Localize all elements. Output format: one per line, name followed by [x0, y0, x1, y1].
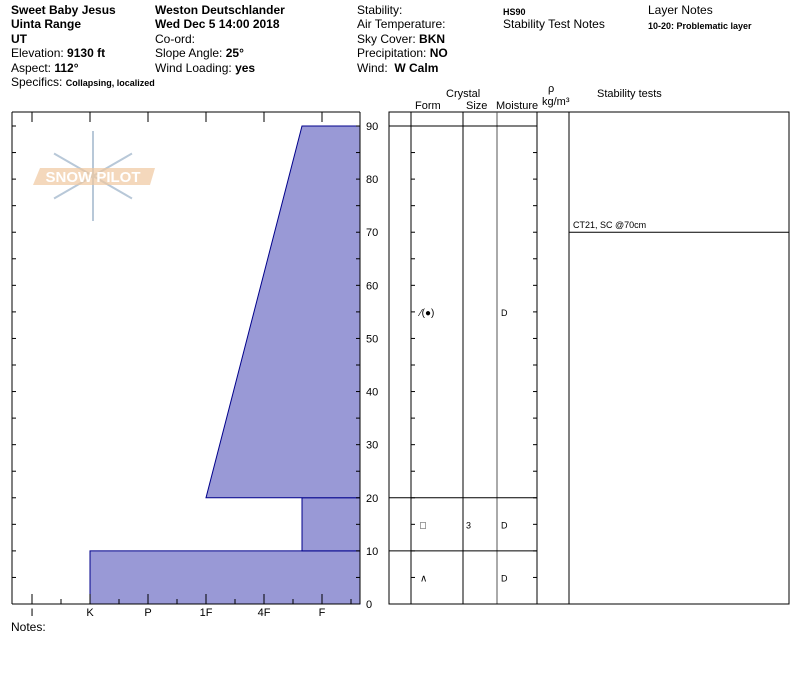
precipitation: Precipitation: NO	[357, 46, 448, 60]
moisture-value: D	[501, 308, 508, 318]
y-tick-label: 10	[366, 546, 378, 558]
logo-banner	[33, 168, 155, 185]
datetime: Wed Dec 5 14:00 2018	[155, 17, 280, 31]
x-tick-label: K	[86, 607, 94, 619]
layer-note: 10-20: Problematic layer	[648, 21, 752, 31]
x-tick-label: 4F	[258, 607, 271, 619]
x-tick-label: P	[144, 607, 151, 619]
specifics: Specifics: Collapsing, localized	[11, 75, 155, 89]
y-tick-label: 40	[366, 387, 378, 399]
x-tick-label: 1F	[200, 607, 213, 619]
x-tick-label: I	[30, 607, 33, 619]
moisture-value: D	[501, 573, 508, 583]
stability: Stability:	[357, 3, 403, 17]
layer-notes-label: Layer Notes	[648, 3, 713, 17]
y-tick-label: 20	[366, 493, 378, 505]
elevation: Elevation: 9130 ft	[11, 46, 106, 60]
crystal-form-symbol: ⁄(●)	[417, 308, 434, 319]
hs-value: HS90	[503, 7, 526, 17]
crystal-form-symbol: □	[420, 520, 426, 531]
moisture-header: Moisture	[496, 100, 539, 112]
layer-table	[388, 111, 790, 605]
rho-header: ρ	[548, 83, 555, 95]
hardness-layer-0	[89, 550, 361, 605]
slope-angle: Slope Angle: 25°	[155, 46, 244, 60]
range: Uinta Range	[11, 17, 82, 31]
wind-loading: Wind Loading: yes	[155, 61, 256, 75]
y-tick-label: 70	[366, 227, 378, 239]
form-header: Form	[415, 100, 441, 112]
observer: Weston Deutschlander	[155, 3, 285, 17]
x-tick-label: F	[319, 607, 326, 619]
snowpilot-logo: SNOW PILOT	[33, 131, 155, 221]
y-tick-label: 30	[366, 440, 378, 452]
stability-test-notes-label: Stability Test Notes	[503, 17, 605, 31]
stability-tests-header: Stability tests	[597, 88, 662, 100]
stability-test-result: CT21, SC @70cm	[573, 220, 646, 230]
y-tick-label: 60	[366, 280, 378, 292]
crystal-form-symbol: ∧	[420, 573, 427, 584]
wind: Wind: W Calm	[357, 61, 439, 75]
y-tick-label: 80	[366, 174, 378, 186]
sky-cover: Sky Cover: BKN	[357, 32, 446, 46]
moisture-value: D	[501, 520, 508, 530]
logo-text: SNOW PILOT	[46, 169, 141, 186]
hardness-layer-2	[205, 125, 361, 499]
y-tick-label: 0	[366, 599, 372, 611]
crystal-size: 3	[466, 520, 471, 530]
density-unit: kg/m³	[542, 96, 570, 108]
coord: Co-ord:	[155, 32, 196, 46]
hardness-layer-1	[301, 497, 361, 552]
location: Sweet Baby Jesus	[11, 3, 116, 17]
state: UT	[11, 32, 27, 46]
crystal-header: Crystal	[446, 88, 481, 100]
y-tick-label: 90	[366, 121, 378, 133]
y-tick-label: 50	[366, 333, 378, 345]
size-header: Size	[466, 100, 488, 112]
notes-label: Notes:	[11, 620, 46, 634]
air-temp: Air Temperature:	[357, 17, 446, 31]
aspect: Aspect: 112°	[11, 61, 79, 75]
